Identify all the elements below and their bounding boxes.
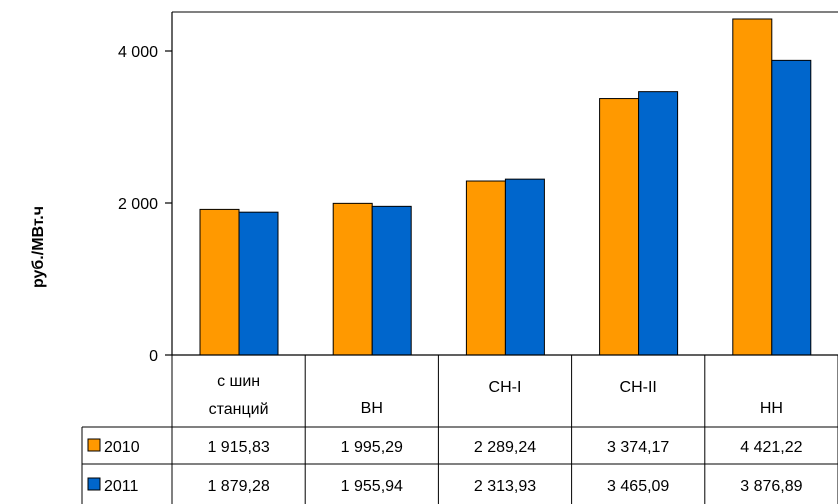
legend-swatch-2011	[87, 477, 101, 491]
data-label: 1 955,94	[341, 478, 403, 495]
data-label: 3 876,89	[740, 478, 802, 495]
bar-2011-4	[771, 59, 812, 356]
bar-2011-1	[371, 205, 412, 356]
x-category-label: ВН	[361, 400, 383, 417]
legend-label: 2011	[104, 478, 139, 495]
data-label: 1 915,83	[207, 439, 269, 456]
legend-label: 2010	[104, 439, 140, 456]
bar-2011-0	[238, 211, 279, 356]
x-category-label: НН	[760, 400, 783, 417]
y-axis-label: руб./МВт.ч	[30, 206, 47, 288]
bar-2010-2	[465, 180, 506, 356]
bar-2010-0	[199, 208, 240, 356]
data-label: 2 313,93	[474, 478, 536, 495]
data-label: 3 465,09	[607, 478, 669, 495]
x-category-label: СН-II	[620, 379, 657, 396]
x-category-label: с шин	[217, 373, 260, 390]
data-label: 1 995,29	[341, 439, 403, 456]
data-label: 3 374,17	[607, 439, 669, 456]
y-tick-label: 2 000	[118, 196, 158, 213]
data-label: 2 289,24	[474, 439, 536, 456]
data-table: с шин станций ВН СН-I СН-II НН 2010 1 915,83 1 9…	[81, 354, 838, 504]
bar-2011-3	[638, 91, 679, 356]
bar-2010-4	[732, 18, 773, 356]
y-tick-label: 0	[149, 348, 158, 365]
x-category-label: СН-I	[489, 379, 522, 396]
x-category-label: станций	[209, 401, 269, 418]
axes: 0 2 000 4 000	[118, 11, 838, 365]
plot-area	[199, 18, 812, 356]
bar-2010-1	[332, 202, 373, 356]
y-tick-label: 4 000	[118, 44, 158, 61]
bar-2010-3	[599, 98, 640, 356]
bar-2011-2	[504, 178, 545, 356]
data-label: 4 421,22	[740, 439, 802, 456]
legend-swatch-2010	[87, 438, 101, 452]
data-label: 1 879,28	[207, 478, 269, 495]
